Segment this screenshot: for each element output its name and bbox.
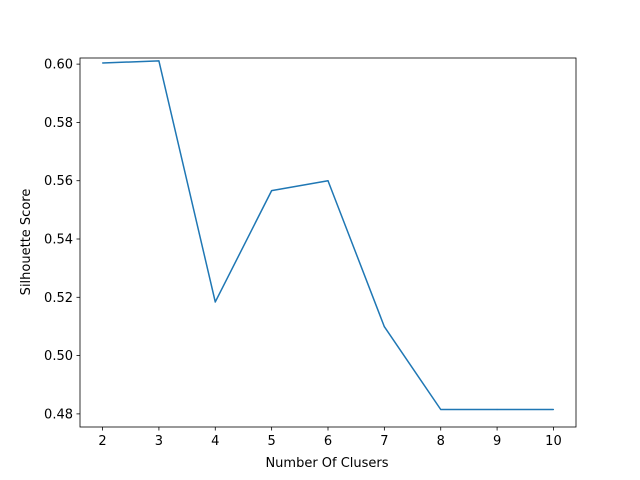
x-tick-label: 4 [211, 434, 219, 449]
data-point [327, 180, 329, 182]
data-point [440, 408, 442, 411]
x-tick-label: 5 [267, 434, 275, 449]
x-tick-label: 10 [545, 434, 562, 449]
x-tick-label: 9 [493, 434, 501, 449]
x-axis-label: Number Of Clusers [265, 456, 388, 471]
series-line [102, 60, 554, 411]
data-point [214, 301, 216, 303]
x-tick-label: 2 [98, 434, 106, 449]
y-tick-label: 0.58 [44, 116, 73, 131]
data-point [552, 408, 555, 411]
y-tick-label: 0.48 [44, 407, 73, 422]
axes-frame [79, 57, 577, 428]
x-tick-label: 8 [437, 434, 445, 449]
x-tick-label: 3 [155, 434, 163, 449]
y-tick-label: 0.50 [44, 349, 73, 364]
data-point [101, 62, 104, 64]
y-axis-label: Silhouette Score [19, 189, 34, 296]
y-axis: 0.48 0.50 0.52 0.54 0.56 0.58 0.60 [44, 58, 80, 422]
x-axis: 2 3 4 5 6 7 8 9 10 [98, 427, 562, 449]
x-tick-label: 6 [324, 434, 332, 449]
data-point [383, 326, 385, 328]
y-tick-label: 0.56 [44, 174, 73, 189]
y-tick-label: 0.52 [44, 291, 73, 306]
data-point [158, 60, 160, 62]
x-tick-label: 7 [380, 434, 388, 449]
plot-area [79, 57, 577, 428]
data-point [271, 190, 273, 192]
data-point [496, 408, 498, 411]
y-tick-label: 0.60 [44, 58, 73, 73]
y-tick-label: 0.54 [44, 233, 73, 248]
